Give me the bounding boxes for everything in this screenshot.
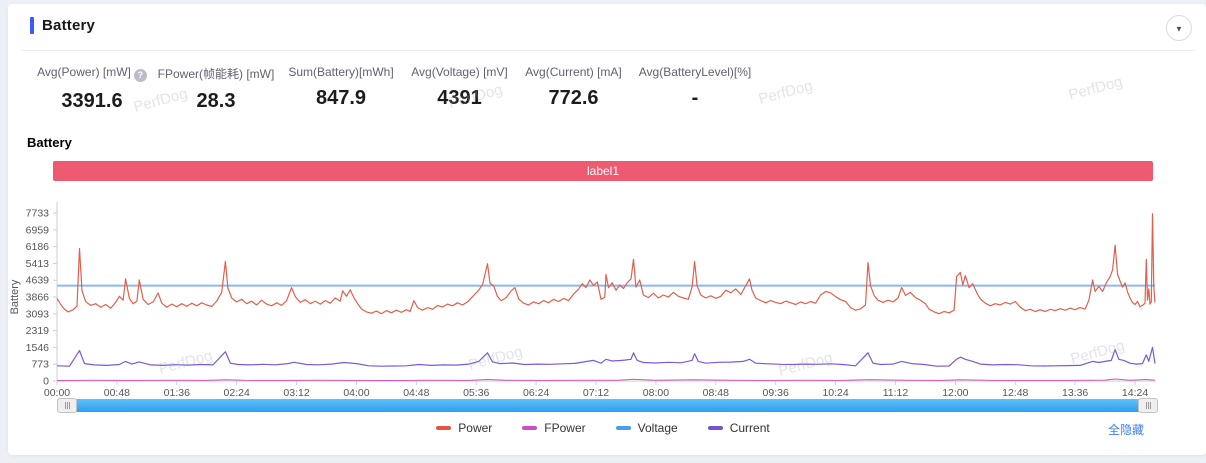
svg-text:Battery: Battery (9, 279, 21, 314)
scrollbar-left-handle[interactable] (57, 398, 77, 413)
svg-text:11:12: 11:12 (883, 387, 909, 396)
stat-value: 847.9 (315, 87, 367, 109)
svg-text:2319: 2319 (26, 325, 50, 337)
stat-label: FPower(帧能耗) [mW] (157, 67, 275, 81)
svg-text:6959: 6959 (26, 224, 50, 236)
legend-item-voltage[interactable]: Voltage (615, 421, 678, 435)
voltage-swatch-icon (615, 426, 631, 430)
stat-label: Avg(Current) [mA] (525, 65, 622, 79)
svg-text:00:48: 00:48 (104, 387, 130, 396)
stat-value: 3391.6 (61, 90, 123, 112)
svg-text:10:24: 10:24 (822, 387, 848, 396)
chart-label-banner[interactable]: label1 (53, 161, 1153, 181)
svg-text:12:00: 12:00 (942, 387, 968, 396)
legend-item-fpower[interactable]: FPower (522, 421, 586, 435)
svg-text:04:48: 04:48 (403, 387, 429, 396)
stat-value: 28.3 (196, 90, 236, 112)
svg-text:5413: 5413 (26, 258, 50, 270)
legend-label: Power (458, 421, 493, 435)
svg-text:6186: 6186 (26, 241, 50, 253)
svg-text:02:24: 02:24 (224, 387, 250, 396)
chart-title: Battery (27, 135, 72, 150)
stat-label: Avg(Voltage) [mV] (411, 65, 508, 79)
stat-avg-current: Avg(Current) [mA] 772.6 (517, 65, 630, 113)
panel-title: Battery (42, 17, 96, 34)
legend-label: Current (729, 421, 770, 435)
stat-avg-batterylevel: Avg(BatteryLevel)[%] - (630, 65, 760, 113)
stat-value: 4391 (437, 87, 482, 109)
chart-legend: Power FPower Voltage Current (8, 418, 1198, 438)
title-accent-bar (30, 17, 34, 34)
legend-item-power[interactable]: Power (436, 421, 492, 435)
stat-fpower: FPower(帧能耗) [mW] 28.3 (152, 65, 280, 113)
svg-text:08:00: 08:00 (643, 387, 669, 396)
svg-text:00:00: 00:00 (44, 387, 70, 396)
chevron-down-icon: ▼ (1175, 24, 1183, 33)
panel-header: Battery ▼ (8, 4, 1206, 50)
chart-canvas[interactable]: 0 773 1546 2319 3093 3866 4639 5413 6186 6959 7733… (8, 190, 1198, 399)
svg-text:1546: 1546 (26, 342, 50, 354)
hide-all-link[interactable]: 全隐藏 (1107, 423, 1144, 437)
stat-value: - (691, 87, 699, 109)
svg-text:7733: 7733 (26, 208, 50, 220)
help-icon[interactable]: ? (133, 69, 147, 82)
fpower-swatch-icon (522, 426, 538, 430)
legend-label: Voltage (637, 421, 678, 435)
current-swatch-icon (707, 426, 723, 430)
stat-value: 772.6 (548, 87, 599, 109)
svg-text:773: 773 (31, 359, 49, 371)
svg-text:3866: 3866 (26, 292, 50, 304)
svg-text:01:36: 01:36 (164, 387, 190, 396)
svg-text:4639: 4639 (26, 275, 50, 287)
svg-text:03:12: 03:12 (283, 387, 309, 396)
collapse-button[interactable]: ▼ (1166, 15, 1192, 41)
stat-label: Sum(Battery)[mWh] (288, 65, 394, 79)
stat-avg-power: Avg(Power) [mW]? 3391.6 (32, 65, 152, 113)
svg-text:06:24: 06:24 (523, 387, 549, 396)
svg-text:12:48: 12:48 (1002, 387, 1028, 396)
legend-item-current[interactable]: Current (707, 421, 770, 435)
scrollbar-right-handle[interactable] (1138, 398, 1158, 413)
svg-text:09:36: 09:36 (763, 387, 789, 396)
battery-chart[interactable]: 0 773 1546 2319 3093 3866 4639 5413 6186 6959 7733… (8, 190, 1198, 399)
stat-label: Avg(Power) [mW] (37, 65, 131, 79)
scrollbar-track[interactable] (75, 399, 1140, 412)
stat-label: Avg(BatteryLevel)[%] (638, 65, 752, 79)
svg-text:04:00: 04:00 (343, 387, 369, 396)
svg-text:07:12: 07:12 (583, 387, 609, 396)
svg-text:08:48: 08:48 (703, 387, 729, 396)
svg-text:13:36: 13:36 (1062, 387, 1088, 396)
svg-text:3093: 3093 (26, 308, 50, 320)
stat-avg-voltage: Avg(Voltage) [mV] 4391 (402, 65, 517, 113)
header-divider (22, 50, 1196, 51)
svg-text:14:24: 14:24 (1122, 387, 1148, 396)
legend-label: FPower (544, 421, 586, 435)
chart-range-scrollbar[interactable] (57, 398, 1158, 413)
stats-row: Avg(Power) [mW]? 3391.6 FPower(帧能耗) [mW]… (8, 51, 1206, 113)
stat-sum-battery: Sum(Battery)[mWh] 847.9 (280, 65, 402, 113)
svg-text:0: 0 (43, 376, 49, 388)
battery-panel: Battery ▼ Avg(Power) [mW]? 3391.6 FPower… (8, 4, 1206, 455)
power-swatch-icon (436, 426, 452, 430)
svg-text:05:36: 05:36 (463, 387, 489, 396)
